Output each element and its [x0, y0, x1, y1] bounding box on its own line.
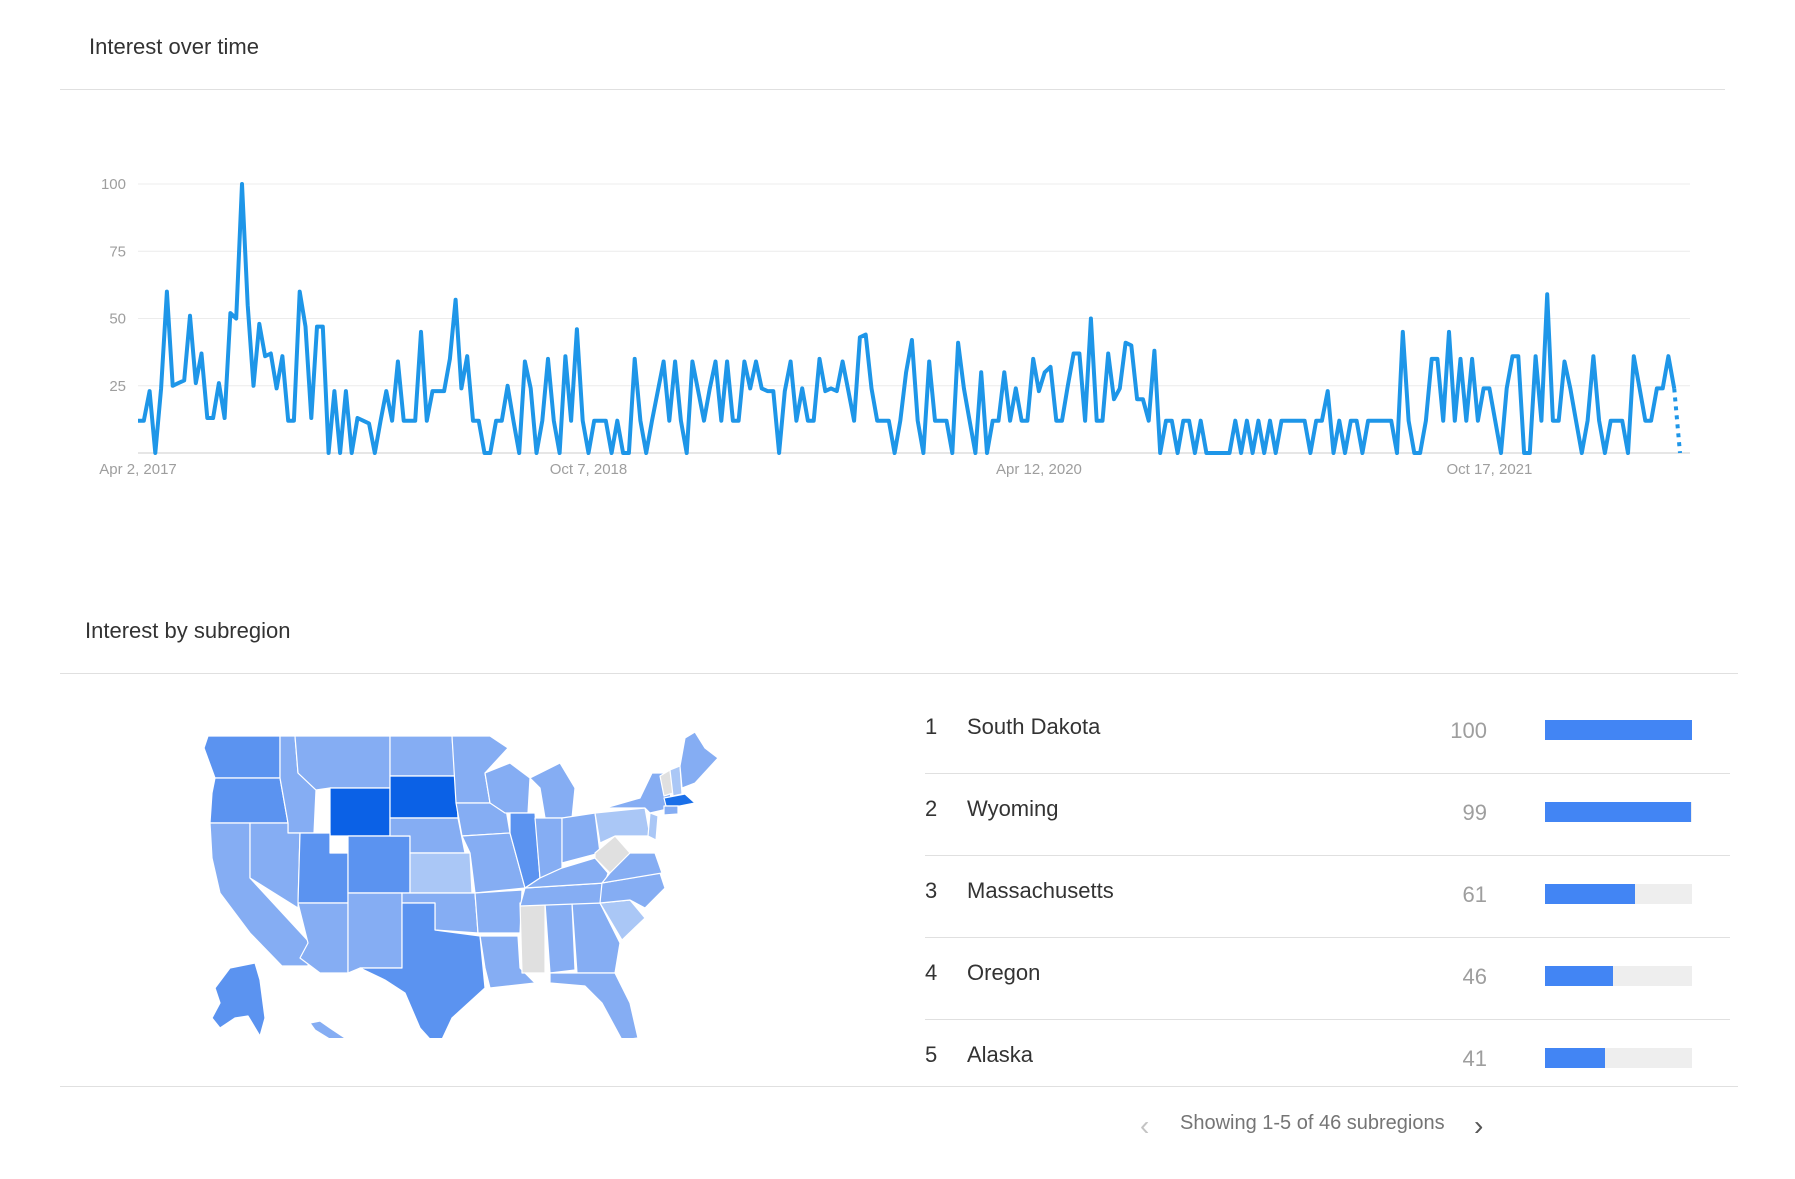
rank-number: 5	[925, 1042, 938, 1067]
map-state-south-dakota[interactable]	[389, 775, 459, 819]
map-state-connecticut[interactable]	[663, 805, 679, 816]
x-tick-label: Oct 7, 2018	[550, 461, 628, 478]
row-divider	[925, 855, 1730, 856]
map-state-missouri[interactable]	[461, 832, 526, 894]
interest-bar	[1545, 802, 1692, 822]
row-divider	[925, 1019, 1730, 1020]
interest-by-subregion-title: Interest by subregion	[85, 618, 291, 643]
map-state-new-mexico[interactable]	[347, 892, 403, 974]
chevron-left-icon[interactable]: ‹	[1140, 1110, 1150, 1141]
interest-bar	[1545, 720, 1692, 740]
chevron-right-icon[interactable]: ›	[1474, 1110, 1484, 1141]
row-divider	[925, 937, 1730, 938]
interest-bar-fill	[1545, 884, 1635, 904]
subregion-name[interactable]: Massachusetts	[967, 878, 1114, 903]
y-tick-label: 25	[109, 378, 126, 395]
subregion-name[interactable]: South Dakota	[967, 714, 1101, 739]
map-state-wyoming[interactable]	[329, 787, 391, 837]
interest-bar	[1545, 884, 1692, 904]
y-tick-label: 50	[109, 311, 126, 328]
y-tick-label: 100	[101, 176, 126, 193]
map-state-mississippi[interactable]	[519, 902, 546, 974]
map-state-utah[interactable]	[297, 832, 349, 904]
ranking-row[interactable]: 2 Wyoming 99	[925, 774, 1730, 856]
map-state-florida[interactable]	[549, 972, 639, 1038]
rank-number: 1	[925, 714, 938, 739]
interest-series-line[interactable]	[138, 182, 1677, 455]
map-state-ohio[interactable]	[561, 812, 601, 864]
interest-bar-fill	[1545, 720, 1692, 740]
rank-number: 3	[925, 878, 938, 903]
interest-bar	[1545, 1048, 1692, 1068]
map-state-hawaii[interactable]	[309, 1020, 348, 1038]
map-state-texas[interactable]	[359, 902, 486, 1038]
interest-bar	[1545, 966, 1692, 986]
map-state-michigan[interactable]	[529, 762, 576, 819]
interest-value: 46	[1462, 964, 1487, 989]
map-state-oregon[interactable]	[209, 777, 289, 824]
map-state-arkansas[interactable]	[474, 889, 523, 934]
interest-value: 41	[1462, 1046, 1487, 1071]
x-axis-ticks: Apr 2, 2017 Oct 7, 2018 Apr 12, 2020 Oct 17…	[99, 461, 1532, 478]
section-divider	[60, 1086, 1738, 1087]
x-tick-label: Apr 12, 2020	[996, 461, 1082, 478]
series-lines	[138, 182, 1682, 455]
interest-over-time-chart: 100 75 50 25 Apr 2, 2017 Oct 7, 2018 Apr 12, …	[99, 176, 1690, 478]
pagination-status: Showing 1-5 of 46 subregions	[1180, 1112, 1445, 1134]
interest-value: 61	[1462, 882, 1487, 907]
map-state-montana[interactable]	[294, 735, 391, 791]
x-tick-label: Oct 17, 2021	[1446, 461, 1532, 478]
interest-bar-fill	[1545, 1048, 1606, 1068]
ranking-row[interactable]: 3 Massachusetts 61	[925, 856, 1730, 938]
map-state-kansas[interactable]	[409, 852, 473, 894]
rank-number: 2	[925, 796, 938, 821]
us-subregion-map[interactable]	[190, 718, 750, 1038]
ranking-row[interactable]: 4 Oregon 46	[925, 938, 1730, 1020]
interest-bar-fill	[1545, 966, 1613, 986]
map-state-alabama[interactable]	[544, 902, 576, 974]
y-axis-ticks: 100 75 50 25	[101, 176, 126, 395]
map-state-massachusetts[interactable]	[663, 793, 696, 807]
section-divider	[60, 673, 1738, 674]
map-state-alaska[interactable]	[211, 962, 266, 1037]
map-state-north-dakota[interactable]	[389, 735, 456, 777]
subregion-name[interactable]: Wyoming	[967, 796, 1059, 821]
section-divider	[60, 89, 1725, 90]
interest-value: 99	[1462, 800, 1487, 825]
partial-data-segment	[1672, 388, 1682, 454]
interest-value: 100	[1450, 718, 1487, 743]
rank-number: 4	[925, 960, 938, 985]
subregion-name[interactable]: Alaska	[967, 1042, 1034, 1067]
y-tick-label: 75	[109, 243, 126, 260]
map-state-indiana[interactable]	[534, 817, 563, 879]
map-state-new-jersey[interactable]	[647, 812, 659, 841]
map-state-washington[interactable]	[203, 735, 281, 779]
ranking-row[interactable]: 5 Alaska 41	[925, 1020, 1730, 1102]
interest-over-time-title: Interest over time	[89, 34, 259, 59]
map-state-louisiana[interactable]	[479, 935, 536, 989]
map-state-virginia[interactable]	[601, 852, 663, 884]
map-state-pennsylvania[interactable]	[594, 807, 651, 844]
x-tick-label: Apr 2, 2017	[99, 461, 177, 478]
subregion-name[interactable]: Oregon	[967, 960, 1041, 985]
interest-bar-fill	[1545, 802, 1691, 822]
map-state-kentucky[interactable]	[524, 857, 609, 889]
ranking-row[interactable]: 1 South Dakota 100	[925, 692, 1730, 774]
map-state-maine[interactable]	[679, 731, 719, 789]
row-divider	[925, 773, 1730, 774]
map-state-colorado[interactable]	[347, 835, 411, 894]
